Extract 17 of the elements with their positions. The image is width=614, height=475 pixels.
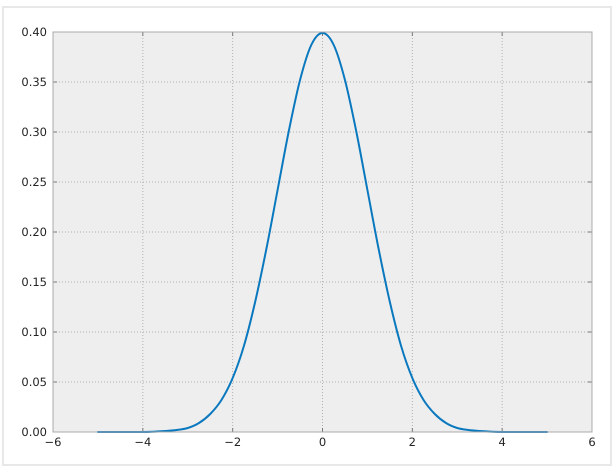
line-series [96, 32, 548, 433]
x-tick-label: −2 [224, 435, 242, 449]
y-tick-label: 0.40 [21, 25, 47, 40]
y-tick-label: 0.00 [21, 425, 47, 440]
y-tick-label: 0.10 [21, 325, 47, 340]
x-tick-label: −4 [134, 435, 152, 449]
x-tick-label: −6 [44, 435, 62, 449]
y-tick-label: 0.25 [21, 175, 47, 190]
y-tick-label: 0.15 [21, 275, 47, 290]
x-tick-label: 6 [588, 435, 596, 449]
y-tick-label: 0.30 [21, 125, 47, 140]
y-tick-label: 0.05 [21, 375, 47, 390]
y-tick-label: 0.35 [21, 75, 47, 90]
x-tick-label: 0 [318, 435, 326, 449]
y-tick-label: 0.20 [21, 225, 47, 240]
x-tick-label: 2 [408, 435, 416, 449]
x-tick-label: 4 [498, 435, 506, 449]
